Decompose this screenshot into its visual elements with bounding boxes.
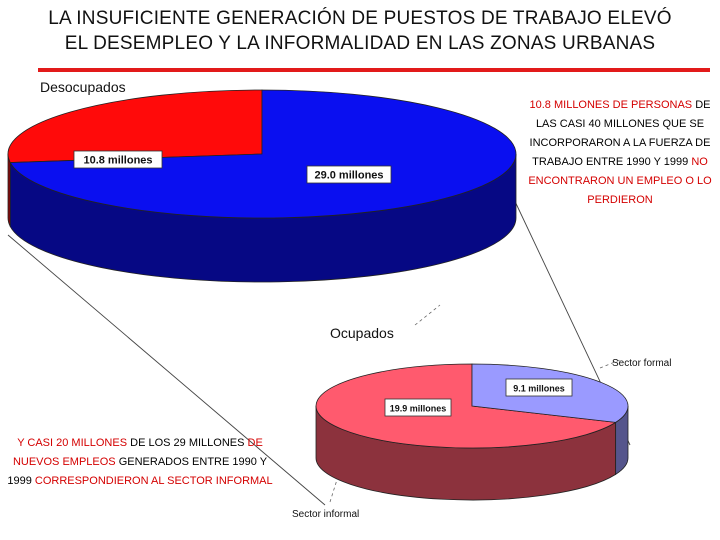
note-left-part-3: DE NUEVOS EMPLEOS [12,437,263,468]
slide-title-line-1: LA INSUFICIENTE GENERACIÓN DE PUESTOS DE… [48,8,672,29]
slice-sector-formal-value-label: 9.1 millones [513,384,565,394]
note-left-part-1: Y CASI 20 MILLONES [17,437,128,449]
pie-sector-informal-formal: 19.9 millones 9.1 millones [315,363,629,501]
note-informal: Y CASI 20 MILLONES DE LOS 29 MILLONES DE… [2,434,278,491]
slice-sector-formal-value-box [505,378,573,397]
note-right-part-1: 10.8 MILLONES DE PERSONAS [529,99,693,111]
pie-ocupados-desocupados: 10.8 millones 29.0 millones [7,89,517,283]
slice-ocupados-value-label: 29.0 millones [314,170,383,182]
note-right-part-3: NO ENCONTRARON UN EMPLEO O LO PERDIERON [528,156,712,206]
label-sector-formal: Sector formal [612,358,671,369]
note-right-part-2: DE LAS CASI 40 MILLONES QUE SE INCORPORA… [529,99,711,168]
note-desocupados: 10.8 MILLONES DE PERSONAS DE LAS CASI 40… [522,96,718,210]
title-underline-rule [38,68,710,72]
slice-ocupados-top [9,89,517,219]
slice-sector-informal-value-label: 19.9 millones [390,404,447,414]
leader-ocupados [414,304,441,326]
note-left-part-2: DE LOS 29 MILLONES [127,437,248,449]
slice-desocupados-top [7,89,263,163]
note-left-part-4: GENERADOS ENTRE 1990 Y 1999 [7,456,268,487]
note-left-part-5: CORRESPONDIERON AL SECTOR INFORMAL [34,475,273,487]
label-ocupados: Ocupados [330,325,394,341]
slice-desocupados-value-box [73,150,163,169]
slice-ocupados-value-box [306,165,392,184]
label-sector-informal: Sector informal [292,509,359,520]
slide-title-line-2: EL DESEMPLEO Y LA INFORMALIDAD EN LAS ZO… [64,33,656,54]
slice-sector-informal-top [315,363,617,449]
connector-line-left [7,234,326,506]
slice-sector-informal-value-box [384,398,452,417]
label-desocupados: Desocupados [40,79,126,95]
slice-desocupados-value-label: 10.8 millones [83,155,152,167]
